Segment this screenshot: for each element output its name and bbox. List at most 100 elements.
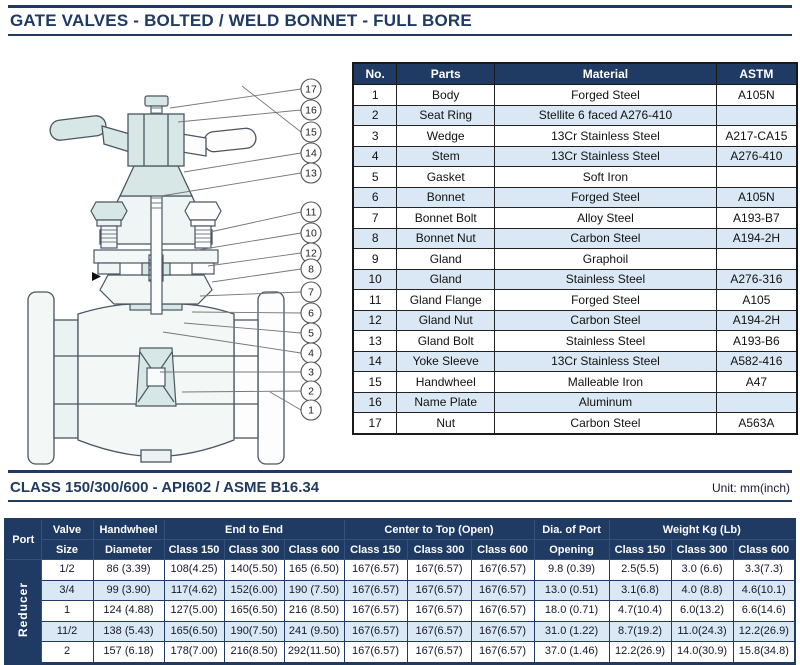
parts-table-cell: Forged Steel [494, 84, 717, 106]
parts-header-astm: ASTM [715, 62, 798, 85]
parts-table-cell: A193-B6 [715, 330, 798, 352]
callout-number: 7 [308, 287, 314, 299]
dim-table-row: Reducer 1/2 86 (3.39) 108(4.25) 140(5.50) 165… [4, 559, 796, 664]
dim-table-row: 3/4 99 (3.90) 117(4.62) 152(6.00) 190 (7.50)… [5, 579, 796, 601]
page-title: GATE VALVES - BOLTED / WELD BONNET - FUL… [10, 11, 472, 30]
callout-number: 12 [305, 248, 317, 260]
parts-table-cell: 6 [352, 186, 398, 208]
parts-table-cell: Aluminum [494, 391, 717, 413]
dim-table-cell: 6.6(14.6) [732, 600, 796, 622]
dim-table-cell: 108(4.25) [163, 559, 225, 581]
parts-table-row: 9 Gland Graphoil [352, 248, 798, 270]
parts-table-cell: A194-2H [715, 309, 798, 331]
callout-leader-line [269, 391, 302, 411]
port-reducer-label: Reducer [16, 581, 31, 637]
stem-nut-shape [144, 95, 169, 107]
parts-table-cell: 9 [352, 248, 398, 270]
dim-table-cell: 165(6.50) [223, 600, 285, 622]
callout-number: 15 [305, 127, 317, 139]
dim-table-cell: 117(4.62) [163, 579, 225, 601]
parts-table-cell: A582-416 [715, 350, 798, 372]
dim-table-cell: 152(6.00) [223, 579, 285, 601]
port-reducer-cell: Reducer [4, 559, 42, 664]
callout-number: 3 [308, 367, 314, 379]
parts-table-row: 5 Gasket Soft Iron [352, 166, 798, 188]
dim-table-cell: 216(8.50) [223, 641, 285, 664]
dim-header-port: Port [4, 518, 42, 560]
parts-table-cell [715, 391, 798, 413]
callout-number: 5 [308, 328, 314, 340]
dim-table-cell: 167(6.57) [343, 620, 408, 642]
dim-header-valve: Valve [40, 518, 94, 540]
parts-header-no: No. [352, 62, 398, 85]
callout-number: 10 [305, 228, 317, 240]
dim-table-cell: 157 (6.18) [92, 641, 165, 664]
callout-leader-line [160, 172, 302, 197]
dim-table-cell: 18.0 (0.71) [533, 600, 610, 622]
parts-table-cell: A563A [715, 412, 798, 434]
callout-number: 16 [305, 105, 317, 117]
parts-table-cell: A47 [715, 371, 798, 393]
parts-table-cell: Handwheel [396, 371, 496, 393]
parts-table-cell: Gland [396, 248, 496, 270]
parts-table-row: 14 Yoke Sleeve 13Cr Stainless Steel A582-41… [352, 350, 798, 372]
parts-table-cell: A193-B7 [715, 207, 798, 229]
parts-table-row: 6 Bonnet Forged Steel A105N [352, 186, 798, 208]
dim-table-cell: 11.0(24.3) [670, 620, 734, 642]
parts-table-cell: Malleable Iron [494, 371, 717, 393]
dim-header-end-to-end: End to End [163, 518, 345, 540]
parts-table-cell: A105N [715, 186, 798, 208]
parts-table-cell: Gasket [396, 166, 496, 188]
parts-table-row: 7 Bonnet Bolt Alloy Steel A193-B7 [352, 207, 798, 229]
dim-subheader-class300: Class 300 [406, 539, 472, 560]
parts-table-cell: 17 [352, 412, 398, 434]
dim-header-row-2: Size Diameter Class 150 Class 300 Class … [5, 539, 796, 560]
dim-table-cell: 8.7(19.2) [608, 620, 672, 642]
parts-table-cell: 8 [352, 227, 398, 249]
dim-table-cell: 3/4 [40, 579, 94, 601]
dim-table-row: 2 157 (6.18) 178(7.00) 216(8.50) 292(11.50) 1… [5, 641, 796, 664]
dim-table-cell: 178(7.00) [163, 641, 225, 664]
dim-table-cell: 140(5.50) [223, 559, 285, 581]
callout-leader-line [211, 268, 302, 283]
dim-subheader-size: Size [40, 539, 94, 560]
dim-table-cell: 3.1(6.8) [608, 579, 672, 601]
valve-cross-section-drawing: 17 16 15 14 13 11 10 12 8 7 6 5 4 3 2 1 [27, 78, 322, 465]
dim-header-handwheel: Handwheel [92, 518, 165, 540]
callout-circle [300, 399, 322, 421]
parts-table-cell: Stainless Steel [494, 330, 717, 352]
parts-table: No. Parts Material ASTM 1 Body Forged Stee… [352, 62, 798, 435]
unit-label: Unit: mm(inch) [711, 481, 790, 495]
parts-table-row: 15 Handwheel Malleable Iron A47 [352, 371, 798, 393]
parts-table-cell: A105 [715, 289, 798, 311]
dim-subheader-class600: Class 600 [470, 539, 535, 560]
parts-header-material: Material [494, 62, 717, 85]
dim-table-cell: 167(6.57) [470, 579, 535, 601]
dim-table-cell: 15.8(34.8) [732, 641, 796, 664]
handwheel-shape [49, 113, 257, 167]
dim-table-cell: 14.0(30.9) [670, 641, 734, 664]
callout-number: 2 [308, 386, 314, 398]
dim-table-cell: 165(6.50) [163, 620, 225, 642]
parts-header-parts: Parts [396, 62, 496, 85]
parts-table-cell: 13Cr Stainless Steel [494, 350, 717, 372]
callout-circle [300, 281, 322, 303]
callout-circle [300, 162, 322, 184]
parts-table-cell: 13 [352, 330, 398, 352]
parts-table-cell: 3 [352, 125, 398, 147]
callout-leader-line [177, 109, 302, 123]
parts-table-cell: Name Plate [396, 391, 496, 413]
parts-table-cell: Yoke Sleeve [396, 350, 496, 372]
dim-subheader-class300: Class 300 [670, 539, 734, 560]
parts-table-cell: Bonnet Nut [396, 227, 496, 249]
class-section-bar: CLASS 150/300/600 - API602 / ASME B16.34… [8, 470, 792, 502]
dim-table-cell: 190 (7.50) [283, 579, 345, 601]
dim-table-cell: 11/2 [40, 620, 94, 642]
dim-header-center-to-top: Center to Top (Open) [343, 518, 535, 540]
parts-table-row: 1 Body Forged Steel A105N [352, 84, 798, 106]
dim-table-cell: 4.6(10.1) [732, 579, 796, 601]
callout-leader-line [183, 322, 302, 334]
dim-table-cell: 167(6.57) [406, 559, 472, 581]
parts-table-row: 4 Stem 13Cr Stainless Steel A276-410 [352, 145, 798, 167]
parts-table-cell: A276-410 [715, 145, 798, 167]
